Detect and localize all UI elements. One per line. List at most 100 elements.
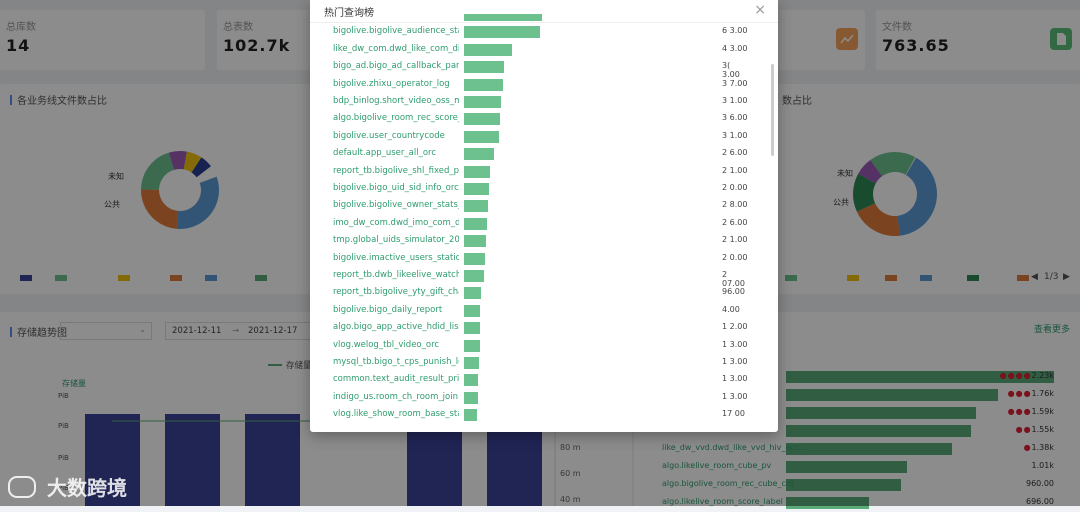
- query-bar: [464, 96, 501, 108]
- stat-label: 总库数: [6, 22, 36, 33]
- watermark: 大数跨境: [8, 472, 127, 501]
- query-count: 2 8.00: [722, 200, 748, 210]
- right-tick: 40 m: [560, 495, 581, 504]
- query-table-link[interactable]: bigolive.imactive_users_static_tbl_orc: [333, 252, 459, 263]
- query-table-link[interactable]: bigolive.bigo_daily_report: [333, 304, 443, 315]
- ranking-value-text: 1.76k: [1031, 389, 1054, 398]
- ranking-row: algo.likelive_room_cube_pv 1.01k: [634, 458, 1074, 476]
- query-table-link[interactable]: bigolive.bigo_uid_sid_info_orc: [333, 183, 459, 193]
- query-row: default.app_user_all_orc 2 6.00: [310, 145, 750, 162]
- query-table-link[interactable]: imo_dw_com.dwd_imo_com_dim_s...: [333, 217, 459, 228]
- query-table-link[interactable]: vlog.like_show_room_base_stat: [333, 409, 459, 420]
- query-table-link[interactable]: vlog.welog_tbl_video_orc: [333, 339, 440, 350]
- date-end: 2021-12-17: [248, 326, 298, 336]
- ranking-row: like_dw_vvd.dwd_like_vvd_hiv_acc... ●1.38…: [634, 440, 1074, 458]
- flame-icon: ●: [1015, 389, 1023, 398]
- query-table-link[interactable]: algo.bigolive_room_rec_score_label: [333, 113, 459, 124]
- flame-icon: ●: [1007, 407, 1015, 416]
- query-table-link[interactable]: like_dw_com.dwd_like_com_dim_sn...: [333, 43, 459, 54]
- query-bar: [464, 287, 482, 300]
- query-row: report_tb.dwb_likeelive_watch_info_... 2 …: [310, 267, 750, 288]
- ranking-table-link[interactable]: algo.likelive_room_score_label: [662, 497, 783, 506]
- query-table-link[interactable]: report_tb.bigolive_shl_fixed_purcha...: [333, 165, 459, 176]
- query-row: report_tb.bigolive_shl_fixed_purcha... 2 …: [310, 163, 750, 180]
- query-table-link[interactable]: indigo_us.room_ch_room_join: [333, 391, 458, 402]
- query-row: like_dw_com.dwd_like_com_dim_sn... 4 3.00: [310, 41, 750, 58]
- query-row: bdp_binlog.short_video_oss_mysha... 3 1.0…: [310, 93, 750, 110]
- query-bar: [464, 374, 479, 387]
- query-table-link[interactable]: algo.bigo_app_active_hdid_list: [333, 322, 459, 333]
- stat-label: 文件数: [882, 22, 912, 33]
- query-row: bigolive.bigolive_audience_stats_orc 6 3.…: [310, 23, 750, 40]
- query-table-link[interactable]: bigolive.bigolive_audience_stats_orc: [333, 26, 459, 37]
- y-tick: PiB: [58, 484, 69, 492]
- query-count: 6 3.00: [722, 26, 748, 36]
- flame-icon: ●: [1015, 425, 1023, 434]
- stat-card-files: 文件数 763.65: [876, 10, 1080, 70]
- query-bar: [464, 148, 495, 161]
- flame-icon: ●: [1023, 407, 1031, 416]
- ranking-value: 696.00: [1026, 497, 1054, 506]
- query-count: 17 00: [722, 409, 745, 419]
- scrollbar[interactable]: [771, 64, 774, 156]
- query-count: 2 1.00: [722, 165, 748, 175]
- query-table-link[interactable]: report_tb.bigolive_yty_gift_change_...: [333, 287, 459, 298]
- flame-icon: ●: [999, 371, 1007, 380]
- legend-next-icon[interactable]: ▶: [1063, 272, 1070, 282]
- flame-icon: ●: [1023, 425, 1031, 434]
- stat-card-databases: 总库数 14: [0, 10, 205, 70]
- flame-icon: ●: [1007, 389, 1015, 398]
- ranking-bar: [786, 461, 907, 473]
- legend-pager: 1/3: [1044, 272, 1059, 282]
- query-count: 4.00: [722, 304, 740, 314]
- ranking-value-text: 696.00: [1026, 497, 1054, 506]
- query-bar: [464, 270, 485, 282]
- query-bar: [464, 391, 479, 404]
- ranking-bar: [786, 389, 998, 401]
- right-pie-panel: 数占比 未知 公共 ◀ 1/3 ▶: [765, 84, 1080, 294]
- query-table-link[interactable]: tmp.global_uids_simulator_202103...: [333, 235, 459, 246]
- query-table-link[interactable]: common.text_audit_result_private: [333, 374, 459, 385]
- ranking-value: ●1.38k: [1024, 443, 1054, 452]
- legend-prev-icon[interactable]: ◀: [1031, 272, 1038, 282]
- ranking-table-link[interactable]: like_dw_vvd.dwd_like_vvd_hiv_acc...: [662, 443, 807, 452]
- query-count: 2 6.00: [722, 217, 748, 227]
- ranking-row: ●●1.55k: [634, 422, 1074, 440]
- stat-value: 102.7k: [223, 36, 291, 55]
- query-row: common.text_audit_result_private 1 3.00: [310, 371, 750, 388]
- query-row: imo_dw_com.dwd_imo_com_dim_s... 2 6.00: [310, 215, 750, 232]
- query-table-link[interactable]: bigolive.user_countrycode: [333, 130, 445, 141]
- column: [165, 414, 220, 506]
- query-table-link[interactable]: report_tb.dwb_likeelive_watch_info_...: [333, 270, 459, 280]
- query-bar: [464, 357, 479, 369]
- ranking-row: ●●●1.76k: [634, 386, 1074, 404]
- panel-title: 数占比: [775, 92, 812, 107]
- hot-query-modal: 热门查询榜 × bigolive.bigolive_audience_stats…: [310, 0, 778, 432]
- ranking-table-link[interactable]: algo.bigolive_room_rec_cube_cnt: [662, 479, 795, 488]
- panel-title: 各业务线文件数占比: [10, 92, 107, 107]
- close-icon[interactable]: ×: [754, 2, 766, 18]
- ranking-table-link[interactable]: algo.likelive_room_cube_pv: [662, 461, 772, 470]
- query-row: bigolive.user_countrycode 3 1.00: [310, 128, 750, 145]
- column: [245, 414, 300, 506]
- query-row: report_tb.bigolive_yty_gift_change_... 96…: [310, 284, 750, 301]
- y-tick: PiB: [58, 392, 69, 400]
- view-more-link[interactable]: 查看更多: [1033, 325, 1070, 335]
- query-table-link[interactable]: bigolive.bigolive_owner_stats_orc: [333, 200, 459, 211]
- query-count: 1 3.00: [722, 357, 748, 366]
- query-table-link[interactable]: bigo_ad.bigo_ad_callback_parquet_...: [333, 61, 459, 72]
- ranking-value: 960.00: [1026, 479, 1054, 488]
- query-count: 3 1.00: [722, 96, 748, 105]
- query-row: tmp.global_uids_simulator_202103... 2 1.0…: [310, 232, 750, 249]
- query-table-link[interactable]: mysql_tb.bigo_t_cps_punish_log_m: [333, 357, 459, 367]
- hot-query-list: bigolive.bigolive_audience_stats_orc 6 3.…: [310, 14, 770, 432]
- chevron-down-icon: ⌄: [139, 325, 146, 334]
- trend-select[interactable]: ⌄: [60, 322, 152, 340]
- query-row: algo.bigo_app_active_hdid_list 1 2.00: [310, 319, 750, 336]
- query-table-link[interactable]: default.app_user_all_orc: [333, 148, 437, 159]
- pie-label: 未知: [108, 171, 124, 181]
- query-table-link[interactable]: bdp_binlog.short_video_oss_mysha...: [333, 96, 459, 106]
- query-row: bigolive.bigo_uid_sid_info_orc 2 0.00: [310, 180, 750, 197]
- query-bar: [464, 113, 500, 126]
- query-table-link[interactable]: bigolive.zhixu_operator_log: [333, 78, 450, 89]
